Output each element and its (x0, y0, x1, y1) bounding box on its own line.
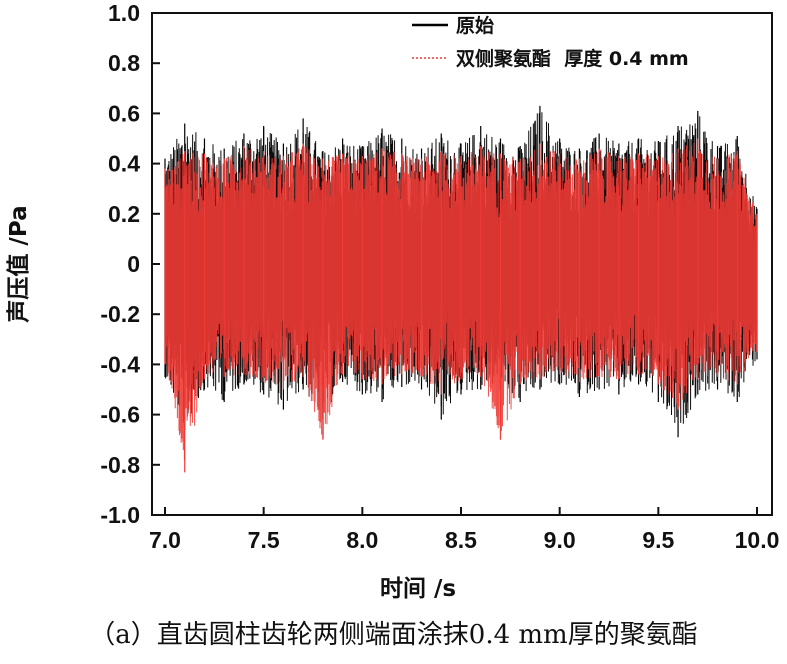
noise-chart: 1.0 0.8 0.6 0.4 0.2 0 -0.2 -0.4 -0.6 -0.8 -1.0 7.0… (5, 0, 779, 602)
figure-caption: （a）直齿圆柱齿轮两侧端面涂抹0.4 mm厚的聚氨酯 (89, 620, 698, 650)
y-tick-label: 0.8 (108, 50, 140, 76)
y-tick-label: 0.2 (108, 201, 140, 227)
y-tick-label: 1.0 (108, 0, 140, 26)
x-axis-title: 时间 /s (380, 576, 456, 602)
legend-label-original: 原始 (456, 14, 494, 37)
x-tick-label: 7.0 (149, 527, 181, 553)
legend-label-polyurethane: 双侧聚氨酯 厚度 0.4 mm (456, 47, 689, 70)
x-axis: 7.0 7.5 8.0 8.5 9.0 9.5 10.0 (149, 507, 779, 553)
y-tick-label: -0.2 (100, 301, 140, 327)
x-tick-label: 7.5 (248, 527, 280, 553)
x-tick-label: 8.5 (445, 527, 477, 553)
y-tick-label: -0.8 (100, 452, 140, 478)
y-tick-label: -0.6 (100, 402, 140, 428)
x-tick-label: 9.5 (642, 527, 674, 553)
y-axis-title: 声压值 /Pa (5, 205, 32, 322)
y-tick-label: 0 (127, 251, 140, 277)
x-tick-label: 9.0 (544, 527, 576, 553)
y-axis: 1.0 0.8 0.6 0.4 0.2 0 -0.2 -0.4 -0.6 -0.8 -1.0 (100, 0, 160, 528)
signal-area (164, 105, 758, 473)
x-tick-label: 8.0 (346, 527, 378, 553)
y-tick-label: 0.4 (108, 151, 140, 177)
x-tick-label: 10.0 (735, 527, 780, 553)
legend: 原始 双侧聚氨酯 厚度 0.4 mm (412, 14, 689, 70)
y-tick-label: -1.0 (100, 502, 140, 528)
series-polyurethane (164, 138, 758, 473)
y-tick-label: -0.4 (100, 351, 140, 377)
y-tick-label: 0.6 (108, 100, 140, 126)
